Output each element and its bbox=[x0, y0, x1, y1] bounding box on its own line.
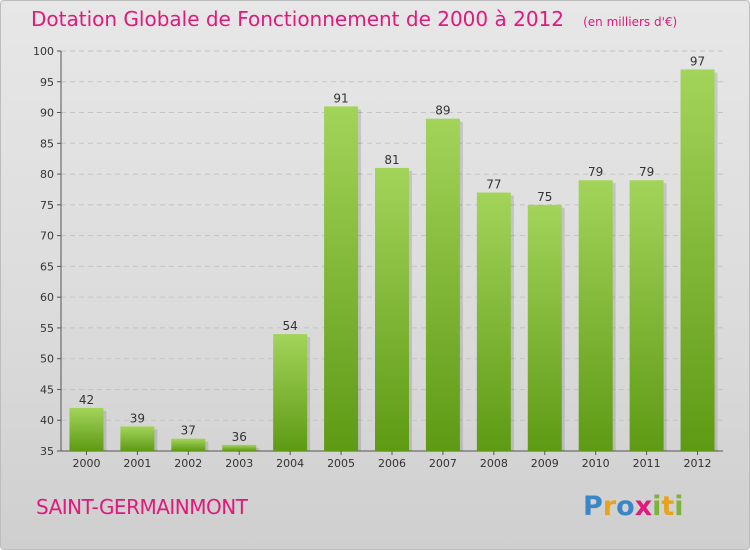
chart-unit: (en milliers d'€) bbox=[583, 15, 678, 29]
y-tick-label: 40 bbox=[40, 414, 54, 427]
bar-2001 bbox=[120, 426, 155, 451]
x-tick-label-2007: 2007 bbox=[429, 457, 457, 470]
y-tick-label: 45 bbox=[40, 383, 54, 396]
y-tick-label: 85 bbox=[40, 137, 54, 150]
value-label-2008: 77 bbox=[486, 178, 501, 192]
y-tick-label: 35 bbox=[40, 445, 54, 458]
logo-letter: i bbox=[674, 491, 684, 522]
x-tick-label-2001: 2001 bbox=[123, 457, 151, 470]
x-tick-label-2004: 2004 bbox=[276, 457, 304, 470]
bar-2005 bbox=[324, 106, 359, 451]
y-tick-label: 65 bbox=[40, 260, 54, 273]
x-tick-label-2002: 2002 bbox=[174, 457, 202, 470]
x-tick-label-2005: 2005 bbox=[327, 457, 355, 470]
title-row: Dotation Globale de Fonctionnement de 20… bbox=[31, 7, 677, 31]
y-tick-label: 90 bbox=[40, 107, 54, 120]
value-label-2000: 42 bbox=[79, 393, 94, 407]
value-label-2011: 79 bbox=[639, 165, 654, 179]
value-label-2010: 79 bbox=[588, 165, 603, 179]
value-label-2012: 97 bbox=[690, 54, 705, 68]
value-label-2001: 39 bbox=[130, 411, 145, 425]
y-tick-label: 70 bbox=[40, 230, 54, 243]
y-tick-label: 50 bbox=[40, 353, 54, 366]
y-tick-label: 75 bbox=[40, 199, 54, 212]
x-tick-label-2011: 2011 bbox=[633, 457, 661, 470]
value-label-2009: 75 bbox=[537, 190, 552, 204]
y-tick-label: 80 bbox=[40, 168, 54, 181]
x-tick-label-2006: 2006 bbox=[378, 457, 406, 470]
bar-2004 bbox=[273, 334, 308, 451]
x-tick-label-2008: 2008 bbox=[480, 457, 508, 470]
logo-letter: r bbox=[602, 491, 617, 522]
value-label-2003: 36 bbox=[232, 430, 247, 444]
y-tick-label: 95 bbox=[40, 76, 54, 89]
bar-2008 bbox=[476, 192, 511, 452]
x-tick-label-2000: 2000 bbox=[72, 457, 100, 470]
bars bbox=[69, 69, 718, 452]
value-label-2007: 89 bbox=[435, 104, 450, 118]
x-tick-label-2012: 2012 bbox=[684, 457, 712, 470]
bar-2002 bbox=[171, 438, 206, 451]
x-tick-label-2003: 2003 bbox=[225, 457, 253, 470]
commune-name: SAINT-GERMAINMONT bbox=[36, 495, 248, 519]
y-tick-label: 100 bbox=[33, 45, 54, 58]
bar-2009 bbox=[527, 204, 562, 451]
value-label-2002: 37 bbox=[181, 424, 196, 438]
proxiti-logo[interactable]: Proxiti bbox=[583, 491, 684, 522]
y-tick-label: 60 bbox=[40, 291, 54, 304]
bar-2003 bbox=[222, 444, 257, 451]
logo-letter: t bbox=[661, 491, 675, 522]
logo-letter: o bbox=[616, 491, 635, 522]
value-label-2005: 91 bbox=[333, 91, 348, 105]
bar-2007 bbox=[425, 118, 460, 451]
bar-2011 bbox=[629, 180, 664, 451]
chart-title: Dotation Globale de Fonctionnement de 20… bbox=[31, 7, 564, 31]
bar-2010 bbox=[578, 180, 613, 451]
y-tick-label: 55 bbox=[40, 322, 54, 335]
x-tick-label-2010: 2010 bbox=[582, 457, 610, 470]
value-label-2004: 54 bbox=[283, 319, 298, 333]
bar-2006 bbox=[375, 167, 409, 451]
x-tick-label-2009: 2009 bbox=[531, 457, 559, 470]
labels: 42 2000 39 2001 37 2002 36 2003 54 2004 91 2005 81 20… bbox=[72, 54, 711, 470]
value-label-2006: 81 bbox=[384, 153, 399, 167]
bar-2000 bbox=[69, 407, 104, 451]
logo-letter: i bbox=[652, 491, 662, 522]
logo-letter: x bbox=[634, 491, 653, 522]
logo-letter: P bbox=[583, 491, 603, 522]
bar-2012 bbox=[680, 69, 715, 451]
